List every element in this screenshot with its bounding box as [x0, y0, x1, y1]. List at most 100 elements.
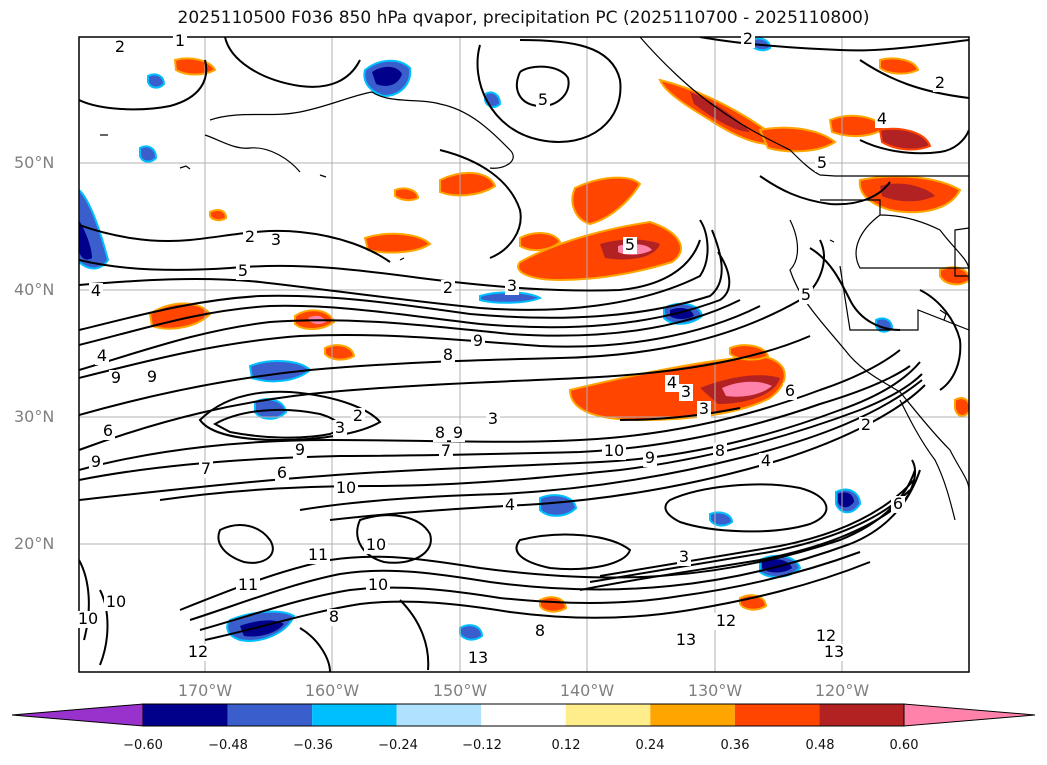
colorbar-tick-label: 0.60: [889, 738, 919, 753]
contour-label: 3: [507, 276, 517, 295]
contour-label-bg: [364, 537, 388, 554]
contour-label-bg: [451, 425, 465, 442]
contour-label: 3: [271, 230, 281, 249]
contour-label: 2: [353, 406, 363, 425]
coastlines: [204, 37, 969, 521]
colorbar-segment: [312, 704, 397, 726]
contour-label-bg: [486, 411, 500, 428]
contour-label-bg: [104, 594, 128, 611]
contour-label-bg: [677, 549, 691, 566]
contour-label: 9: [473, 331, 483, 350]
contour-label: 4: [761, 451, 771, 470]
contour-label-bg: [351, 408, 365, 425]
contour-label-bg: [822, 644, 846, 661]
contour-label: 11: [238, 575, 258, 594]
contour-label: 6: [103, 421, 113, 440]
lon-label-120w: 120°W: [814, 681, 870, 700]
contour-label-bg: [536, 92, 550, 109]
contour-label-bg: [891, 496, 905, 513]
contour-label: 13: [468, 648, 488, 667]
colorbar-segment: [481, 704, 566, 726]
contour-label-bg: [173, 33, 187, 50]
colorbar-segment: [565, 704, 651, 726]
contour-label-bg: [441, 347, 455, 364]
contour-label: 3: [681, 382, 691, 401]
lon-label-170w: 170°W: [177, 681, 233, 700]
contour-label: 4: [877, 109, 887, 128]
colorbar-tick-label: −0.48: [208, 738, 248, 753]
contour-label-bg: [333, 420, 347, 437]
contour-label: 8: [435, 423, 445, 442]
contour-label-bg: [623, 237, 637, 254]
contour-label-bg: [679, 384, 693, 401]
contour-label-bg: [503, 497, 517, 514]
contour-label: 5: [538, 90, 548, 109]
qvapor-contours: [79, 37, 969, 672]
contour-label-bg: [814, 628, 838, 645]
contour-label-bg: [236, 263, 250, 280]
contour-label-bg: [815, 155, 829, 172]
contour-label-bg: [306, 547, 330, 564]
contour-label-bg: [101, 423, 115, 440]
contour-label: 9: [91, 452, 101, 471]
figure-title: 2025110500 F036 850 hPa qvapor, precipit…: [177, 8, 870, 28]
colorbar-segment: [396, 704, 482, 726]
contour-label: 12: [716, 611, 736, 630]
contour-label-bg: [759, 453, 773, 470]
lat-label-40n: 40°N: [14, 280, 55, 299]
contour-label: 10: [106, 592, 126, 611]
contour-label: 10: [604, 441, 624, 460]
colorbar-segment: [650, 704, 735, 726]
colorbar-tick-label: 0.12: [551, 738, 581, 753]
colorbar-tick-label: 0.36: [720, 738, 750, 753]
contour-label-bg: [799, 287, 813, 304]
contour-label-bg: [366, 577, 390, 594]
contour-label: 9: [295, 440, 305, 459]
colorbar-tick-label: −0.60: [123, 738, 163, 753]
colorbar-segment: [143, 704, 228, 726]
contour-label-bg: [76, 611, 100, 628]
islands: [100, 134, 947, 321]
colorbar-extend-low: [11, 703, 144, 727]
contour-label: 10: [368, 575, 388, 594]
lat-label-20n: 20°N: [14, 534, 55, 553]
contour-label-bg: [643, 450, 657, 467]
contour-label: 5: [801, 285, 811, 304]
contour-label: 12: [188, 642, 208, 661]
contour-label: 2: [743, 29, 753, 48]
contour-label: 4: [667, 373, 677, 392]
contour-label: 12: [816, 626, 836, 645]
contour-label: 2: [115, 37, 125, 56]
contour-label: 5: [817, 153, 827, 172]
colorbar-tick-label: −0.36: [293, 738, 333, 753]
contour-label-bg: [89, 283, 103, 300]
contour-label-bg: [533, 623, 547, 640]
lon-label-160w: 160°W: [304, 681, 360, 700]
contour-label: 13: [824, 642, 844, 661]
contour-label-bg: [95, 348, 109, 365]
contour-label: 10: [336, 478, 356, 497]
colorbar-tick-label: −0.24: [378, 738, 418, 753]
contour-label: 9: [147, 367, 157, 386]
contour-label: 3: [488, 409, 498, 428]
contour-label: 9: [453, 423, 463, 442]
colorbar-tick-label: 0.48: [805, 738, 835, 753]
contour-label-bg: [714, 613, 738, 630]
contour-label: 4: [505, 495, 515, 514]
contour-label: 5: [625, 235, 635, 254]
contour-label: 9: [645, 448, 655, 467]
contour-label: 6: [893, 494, 903, 513]
contour-label-bg: [697, 401, 711, 418]
contour-label: 10: [366, 535, 386, 554]
lon-label-140w: 140°W: [559, 681, 615, 700]
contour-label-bg: [875, 111, 889, 128]
contour-label: 10: [78, 609, 98, 628]
contour-label-bg: [113, 39, 127, 56]
contour-label-bg: [783, 383, 797, 400]
contour-label-bg: [433, 425, 447, 442]
contour-label: 3: [679, 547, 689, 566]
colorbar-extend-high: [903, 703, 1036, 727]
precip-negative-areas: [79, 37, 894, 642]
contour-label-bg: [269, 232, 283, 249]
